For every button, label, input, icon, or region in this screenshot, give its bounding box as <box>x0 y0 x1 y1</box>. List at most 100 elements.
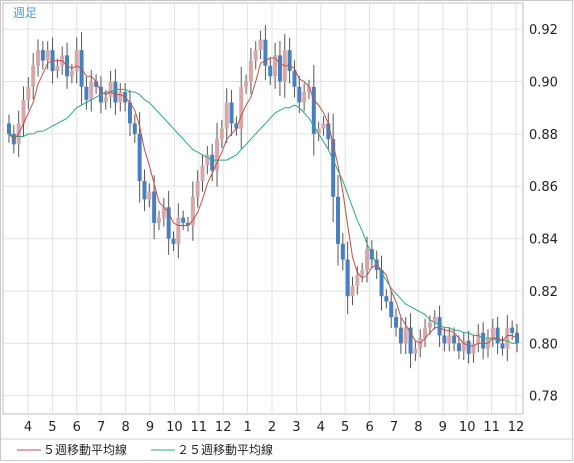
candle-up <box>156 217 161 223</box>
x-tick-label: 6 <box>73 420 81 435</box>
candle-down <box>263 39 268 66</box>
candle-down <box>277 55 282 82</box>
candle-up <box>490 327 495 339</box>
candle-up <box>476 332 481 344</box>
candle-down <box>84 86 89 100</box>
x-tick-label: 5 <box>341 420 349 435</box>
candle-up <box>147 191 152 200</box>
candle-up <box>103 97 108 103</box>
candle-down <box>40 50 45 61</box>
candle-down <box>379 270 384 297</box>
candle-up <box>321 123 326 129</box>
candle-up <box>413 348 418 354</box>
candle-up <box>360 270 365 276</box>
x-tick-label: 6 <box>365 420 373 435</box>
candle-up <box>427 322 432 328</box>
candle-down <box>132 123 137 134</box>
x-tick-label: 11 <box>483 420 500 435</box>
candle-down <box>127 102 132 124</box>
candle-up <box>161 207 166 218</box>
candle-down <box>345 259 350 297</box>
y-tick-label: 0.90 <box>529 76 558 91</box>
candle-down <box>7 123 11 134</box>
candle-up <box>403 327 408 344</box>
candle-up <box>215 139 220 171</box>
candle-up <box>200 165 205 182</box>
y-axis-ticks: 0.78 0.80 0.82 0.84 0.86 0.88 0.90 0.92 <box>529 23 558 404</box>
candle-down <box>466 340 471 354</box>
candle-up <box>432 317 437 323</box>
x-tick-label: 10 <box>459 420 476 435</box>
y-tick-label: 0.92 <box>529 23 558 38</box>
candle-down <box>437 317 442 336</box>
candle-down <box>287 50 292 72</box>
candle-down <box>297 86 302 103</box>
candle-down <box>384 296 389 302</box>
candle-up <box>423 327 428 339</box>
candle-up <box>89 81 94 100</box>
candle-down <box>229 102 234 124</box>
candle-down <box>166 207 171 239</box>
candle-up <box>505 327 510 349</box>
candle-up <box>21 99 26 124</box>
x-tick-label: 8 <box>414 420 422 435</box>
candle-down <box>171 238 176 244</box>
x-tick-label: 4 <box>317 420 325 435</box>
candle-down <box>389 301 394 318</box>
candle-down <box>340 243 345 260</box>
candle-up <box>74 50 79 72</box>
x-tick-label: 11 <box>191 420 208 435</box>
candle-down <box>292 71 297 87</box>
x-tick-label: 8 <box>121 420 129 435</box>
x-tick-label: 12 <box>215 420 232 435</box>
candle-up <box>55 65 60 72</box>
candle-up <box>45 50 50 61</box>
candle-down <box>394 317 399 328</box>
candle-down <box>137 133 142 182</box>
x-tick-label: 3 <box>292 420 300 435</box>
x-tick-label: 2 <box>268 420 276 435</box>
candle-up <box>36 50 41 66</box>
x-tick-label: 7 <box>97 420 105 435</box>
y-tick-label: 0.84 <box>529 233 558 248</box>
candle-down <box>335 196 340 244</box>
candle-up <box>190 196 195 226</box>
candle-up <box>244 81 249 87</box>
candle-down <box>442 335 447 344</box>
candle-down <box>510 327 515 333</box>
candle-down <box>186 222 191 226</box>
y-tick-label: 0.88 <box>529 128 558 143</box>
y-tick-label: 0.78 <box>529 390 558 405</box>
candle-up <box>205 154 210 166</box>
ma25-line <box>8 88 517 344</box>
candle-up <box>355 275 360 286</box>
x-tick-label: 9 <box>146 420 154 435</box>
candle-up <box>176 217 181 244</box>
candle-up <box>447 335 452 344</box>
candle-up <box>26 86 31 100</box>
y-tick-label: 0.86 <box>529 180 558 195</box>
candle-down <box>311 86 316 134</box>
candle-up <box>195 181 200 197</box>
candle-up <box>471 343 476 354</box>
candle-up <box>31 65 36 87</box>
candle-up <box>461 340 466 352</box>
x-tick-label: 9 <box>439 420 447 435</box>
legend: ５週移動平均線 ２５週移動平均線 <box>17 442 273 457</box>
candle-down <box>268 65 273 77</box>
candle-down <box>495 327 500 344</box>
plot-area <box>2 2 524 415</box>
candle-up <box>239 86 244 129</box>
candle-up <box>69 71 74 77</box>
candle-down <box>452 335 457 344</box>
candle-down <box>181 217 186 223</box>
x-tick-label: 5 <box>48 420 56 435</box>
period-label: 週足 <box>13 6 37 20</box>
x-tick-label: 10 <box>166 420 183 435</box>
ma5-line <box>8 57 518 347</box>
legend-ma25-label: ２５週移動平均線 <box>177 442 273 457</box>
x-tick-label: 1 <box>243 420 251 435</box>
x-axis-ticks: 4 5 6 7 8 9 10 11 12 1 2 3 4 5 6 7 8 9 10 11 12 <box>24 420 524 435</box>
x-tick-label: 12 <box>508 420 525 435</box>
